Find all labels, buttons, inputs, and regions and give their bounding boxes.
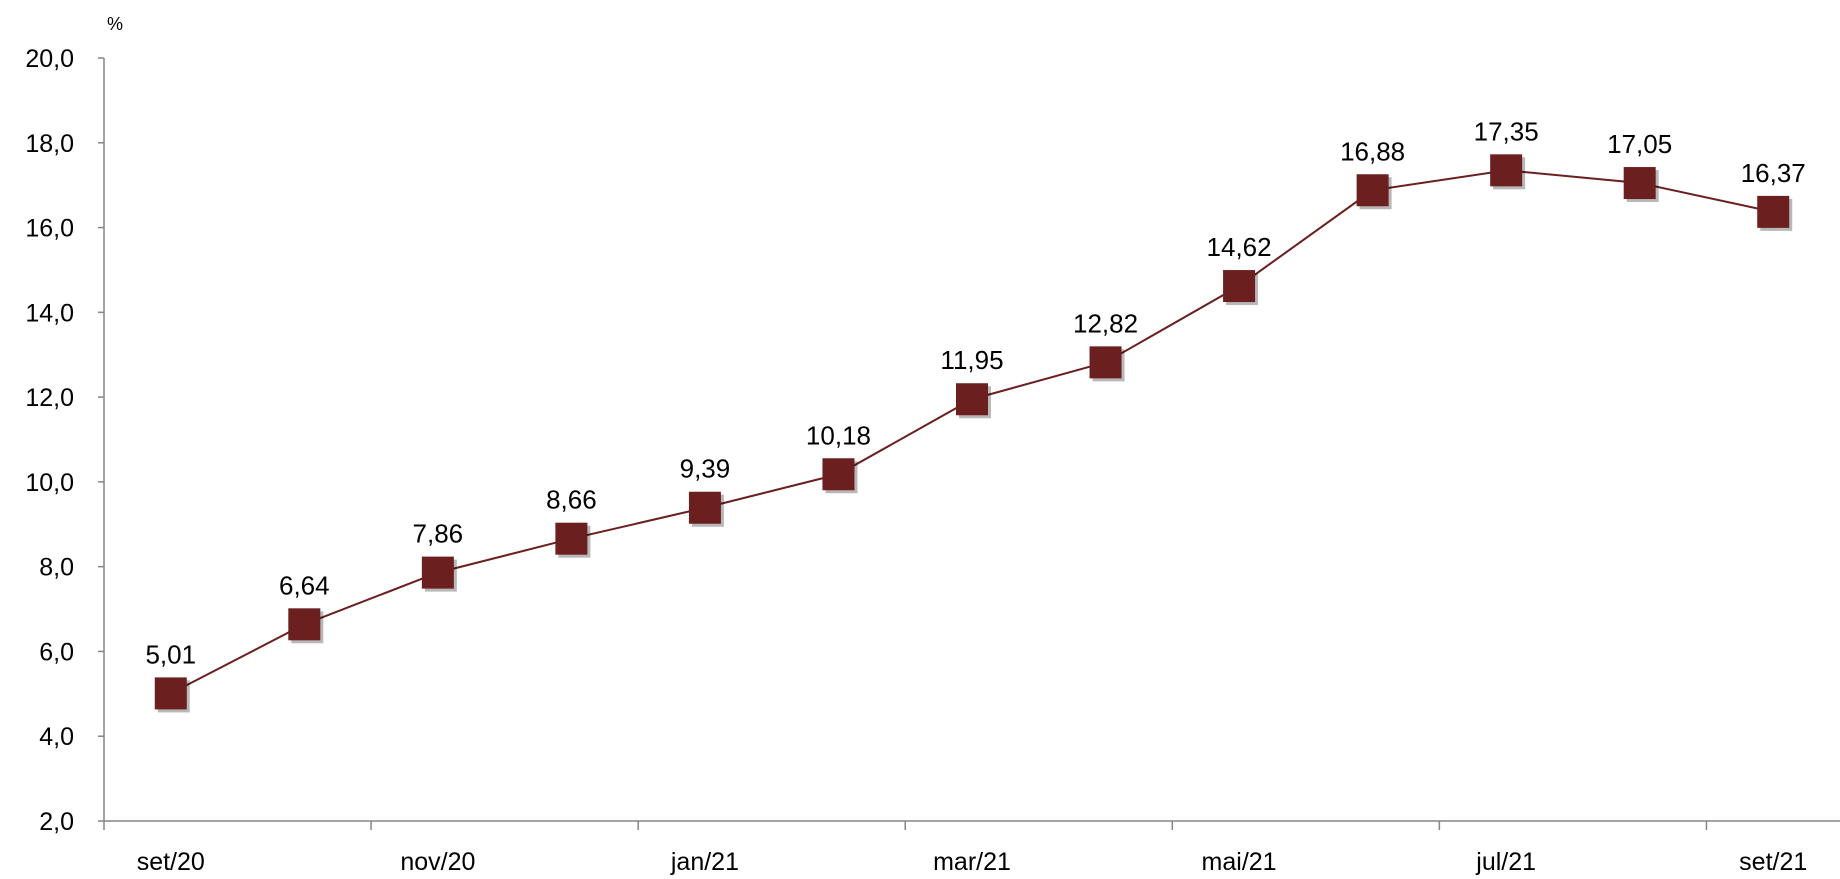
data-label: 7,86 (413, 519, 464, 549)
data-point-marker (555, 522, 588, 555)
y-unit-label: % (107, 14, 123, 34)
data-point-marker (956, 383, 988, 416)
data-point-marker (1757, 195, 1790, 228)
y-tick-label: 20,0 (25, 45, 74, 73)
series-group: 5,01 6,64 7,86 8,66 9,39 10,18 11,95 12,82 14,62… (145, 116, 1806, 713)
x-tick-label: set/21 (1739, 848, 1807, 876)
data-point-marker (154, 677, 187, 710)
data-label: 17,05 (1607, 129, 1672, 159)
y-tick-label: 10,0 (25, 469, 74, 497)
y-tick-label: 16,0 (25, 215, 74, 243)
x-tick-label: jan/21 (670, 848, 739, 876)
x-tick-label: mar/21 (933, 848, 1011, 876)
data-label: 12,82 (1073, 308, 1138, 338)
data-label: 16,37 (1741, 158, 1806, 188)
data-label: 14,62 (1207, 232, 1272, 262)
data-label: 5,01 (145, 639, 196, 669)
data-point-marker (421, 556, 454, 589)
data-point-marker (1089, 346, 1122, 379)
y-axis-ticks: 2,0 4,0 6,0 8,0 10,0 12,0 14,0 16,0 18,0 20,0 (25, 45, 104, 836)
data-point-marker (688, 491, 721, 524)
data-label: 10,18 (806, 420, 871, 450)
data-point-marker (1623, 167, 1656, 200)
data-point-marker (1223, 270, 1256, 303)
x-tick-label: nov/20 (400, 848, 475, 876)
data-label: 8,66 (546, 485, 597, 515)
data-point-marker (1356, 174, 1389, 207)
data-label: 11,95 (940, 345, 1003, 375)
y-tick-label: 2,0 (39, 808, 74, 836)
y-tick-label: 6,0 (39, 638, 74, 666)
data-label: 16,88 (1340, 136, 1405, 166)
data-point-marker (822, 458, 855, 491)
data-label: 9,39 (680, 454, 731, 484)
data-point-marker (1490, 154, 1523, 187)
y-tick-label: 12,0 (25, 384, 74, 412)
x-axis-ticks: set/20 nov/20 jan/21 mar/21 mai/21 jul/21 set/… (103, 821, 1807, 876)
y-tick-label: 18,0 (25, 130, 74, 158)
data-label: 17,35 (1474, 116, 1539, 146)
y-tick-label: 8,0 (39, 554, 74, 582)
y-tick-label: 4,0 (39, 723, 74, 751)
x-tick-label: set/20 (137, 848, 205, 876)
x-tick-label: mai/21 (1202, 848, 1277, 876)
x-tick-label: jul/21 (1475, 848, 1536, 876)
series-line (170, 169, 1774, 695)
data-point-marker (288, 608, 321, 641)
y-tick-label: 14,0 (25, 299, 74, 327)
data-label: 6,64 (279, 570, 330, 600)
